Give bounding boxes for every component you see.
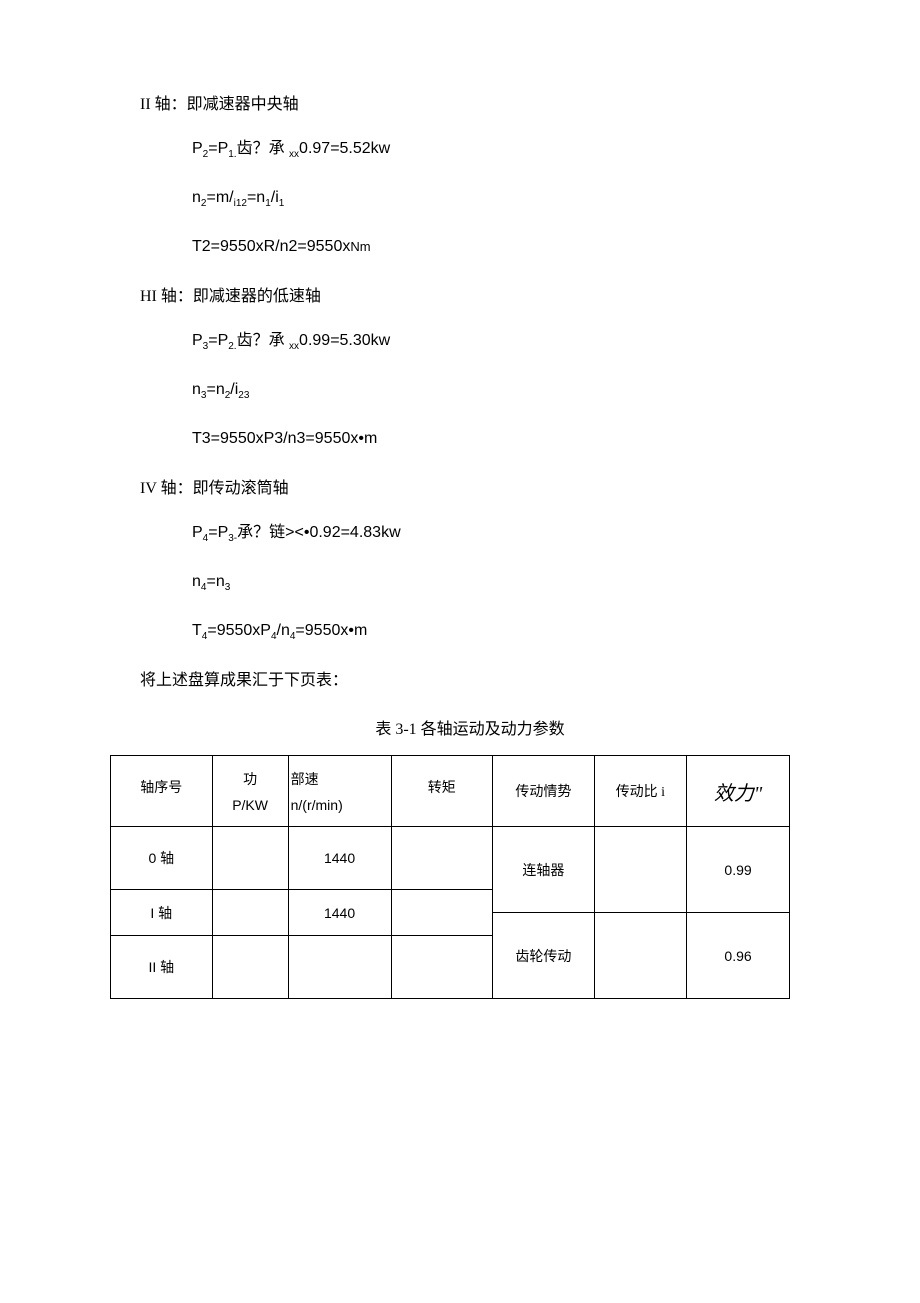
formula: T4=9550xP4/n4=9550x•m [192, 618, 800, 645]
col-header: 传动比 i [594, 756, 686, 827]
section-heading: IV 轴：即传动滚筒轴 [140, 474, 800, 498]
col-header: 轴序号 [111, 756, 213, 827]
table-cell: I 轴 [111, 890, 213, 936]
formula: P3=P2.齿？承 xx0.99=5.30kw [192, 328, 800, 355]
col-header: 传动情势 [493, 756, 595, 827]
formula: T2=9550xR/n2=9550xNm [192, 234, 800, 260]
table-cell [391, 890, 493, 936]
col-header: 转矩 [391, 756, 493, 827]
formula: n4=n3 [192, 569, 800, 596]
col-header: 功 P/KW [212, 756, 288, 827]
col-header: 效力" [687, 756, 790, 827]
table-cell [594, 827, 686, 913]
table-cell: 1440 [288, 890, 391, 936]
table-cell: 0.99 [687, 827, 790, 913]
table-cell [594, 913, 686, 999]
table-cell: 连轴器 [493, 827, 595, 913]
parameters-table: 轴序号 功 P/KW 部速 n/(r/min) 转矩 传动情势 传动比 i 效力… [110, 755, 790, 999]
table-cell: 齿轮传动 [493, 913, 595, 999]
formula: n2=m/i12=n1/i1 [192, 185, 800, 212]
table-header-row: 轴序号 功 P/KW 部速 n/(r/min) 转矩 传动情势 传动比 i 效力… [111, 756, 790, 827]
table-cell [212, 827, 288, 890]
table-cell: 0 轴 [111, 827, 213, 890]
section-heading: II 轴：即减速器中央轴 [140, 90, 800, 114]
formula: P2=P1.齿？承 xx0.97=5.52kw [192, 136, 800, 163]
document-page: II 轴：即减速器中央轴 P2=P1.齿？承 xx0.97=5.52kw n2=… [0, 0, 920, 1089]
formula: T3=9550xP3/n3=9550x•m [192, 426, 800, 452]
table-row: 0 轴 1440 连轴器 0.99 [111, 827, 790, 890]
table-title: 表 3-1 各轴运动及动力参数 [140, 715, 800, 739]
formula: n3=n2/i23 [192, 377, 800, 404]
table-cell [288, 936, 391, 999]
formula: P4=P3-承？链><•0.92=4.83kw [192, 520, 800, 547]
table-cell: 0.96 [687, 913, 790, 999]
table-cell [212, 890, 288, 936]
col-header: 部速 n/(r/min) [288, 756, 391, 827]
section-heading: HI 轴：即减速器的低速轴 [140, 282, 800, 306]
table-cell [391, 936, 493, 999]
table-cell: 1440 [288, 827, 391, 890]
table-cell: II 轴 [111, 936, 213, 999]
table-cell [391, 827, 493, 890]
table-cell [212, 936, 288, 999]
summary-text: 将上述盘算成果汇于下页表： [140, 668, 800, 694]
